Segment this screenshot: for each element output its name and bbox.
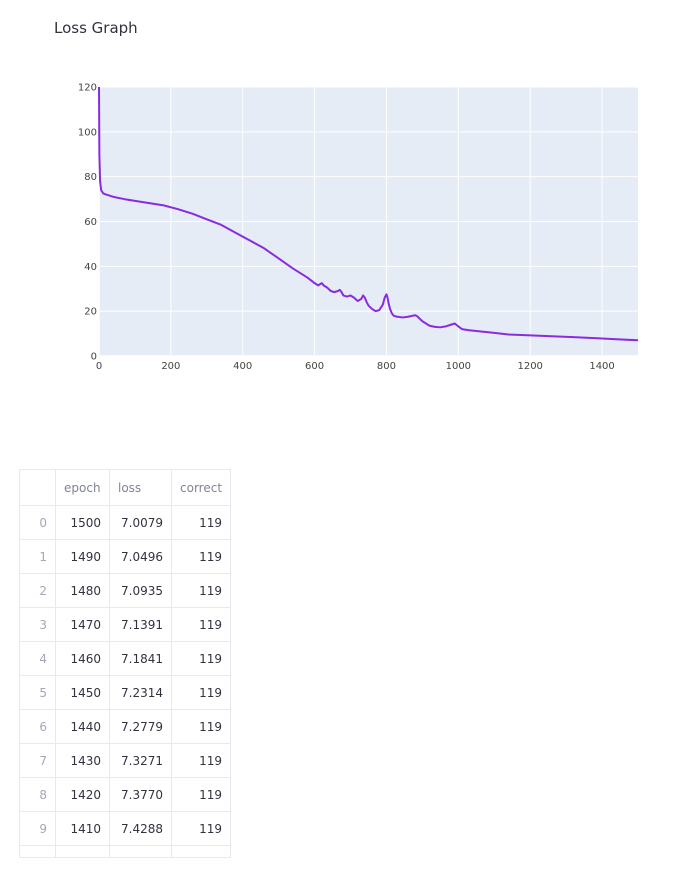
table-row[interactable]: 9 1410 7.4288 119 [19, 811, 232, 846]
cell-correct[interactable]: 119 [170, 505, 232, 540]
x-tick-label: 800 [377, 361, 396, 372]
x-tick-label: 600 [305, 361, 324, 372]
loss-table[interactable]: epoch loss correct 0 1500 7.0079 119 1 1… [19, 469, 232, 858]
cell-correct[interactable]: 119 [170, 777, 232, 812]
cell-loss[interactable]: 7.2314 [109, 675, 172, 710]
loss-chart[interactable]: 0 200 400 600 800 1000 1200 1400 0 20 40 60 80 100 120 [0, 0, 673, 400]
row-index: 0 [19, 505, 56, 540]
x-tick-label: 200 [161, 361, 180, 372]
column-header-correct[interactable]: correct [170, 469, 232, 506]
cell-loss[interactable]: 7.2779 [109, 709, 172, 744]
row-index: 9 [19, 811, 56, 846]
cell-epoch[interactable]: 1480 [55, 573, 110, 608]
y-tick-label: 80 [84, 172, 97, 183]
table-row[interactable]: 5 1450 7.2314 119 [19, 675, 232, 710]
cell-epoch[interactable]: 1470 [55, 607, 110, 642]
x-tick-label: 0 [96, 361, 102, 372]
cell-epoch[interactable]: 1430 [55, 743, 110, 778]
row-index: 8 [19, 777, 56, 812]
loss-line [98, 86, 639, 342]
cell-loss[interactable]: 7.0496 [109, 539, 172, 574]
row-index: 4 [19, 641, 56, 676]
cell-correct[interactable]: 119 [170, 709, 232, 744]
cell-epoch[interactable]: 1500 [55, 505, 110, 540]
cell-loss[interactable]: 7.0079 [109, 505, 172, 540]
page-title: Loss Graph [54, 19, 138, 37]
table-row[interactable]: 2 1480 7.0935 119 [19, 573, 232, 608]
row-stub-cell [19, 845, 56, 858]
row-index: 6 [19, 709, 56, 744]
table-header-row: epoch loss correct [19, 469, 232, 506]
cell-loss[interactable]: 7.1391 [109, 607, 172, 642]
cell-loss[interactable]: 7.0935 [109, 573, 172, 608]
column-header-index[interactable] [19, 469, 56, 506]
table-row[interactable]: 8 1420 7.3770 119 [19, 777, 232, 812]
cell-loss[interactable]: 7.1841 [109, 641, 172, 676]
cell-loss[interactable]: 7.3271 [109, 743, 172, 778]
cell-correct[interactable]: 119 [170, 675, 232, 710]
cell-correct[interactable]: 119 [170, 539, 232, 574]
x-tick-label: 1200 [517, 361, 542, 372]
table-row[interactable]: 3 1470 7.1391 119 [19, 607, 232, 642]
row-index: 1 [19, 539, 56, 574]
y-tick-label: 0 [91, 352, 97, 363]
cell-correct[interactable]: 119 [170, 811, 232, 846]
row-stub-cell [170, 845, 232, 858]
table-row[interactable]: 6 1440 7.2779 119 [19, 709, 232, 744]
table-row[interactable]: 0 1500 7.0079 119 [19, 505, 232, 540]
column-header-epoch[interactable]: epoch [55, 469, 110, 506]
cell-epoch[interactable]: 1450 [55, 675, 110, 710]
cell-epoch[interactable]: 1490 [55, 539, 110, 574]
y-tick-label: 40 [84, 262, 97, 273]
row-stub-cell [55, 845, 110, 858]
cell-correct[interactable]: 119 [170, 573, 232, 608]
x-tick-label: 400 [233, 361, 252, 372]
cell-epoch[interactable]: 1440 [55, 709, 110, 744]
table-row[interactable]: 1 1490 7.0496 119 [19, 539, 232, 574]
y-tick-label: 20 [84, 307, 97, 318]
x-tick-label: 1400 [589, 361, 614, 372]
cell-loss[interactable]: 7.3770 [109, 777, 172, 812]
row-index: 3 [19, 607, 56, 642]
cell-correct[interactable]: 119 [170, 641, 232, 676]
cell-epoch[interactable]: 1410 [55, 811, 110, 846]
cell-correct[interactable]: 119 [170, 743, 232, 778]
row-index: 7 [19, 743, 56, 778]
y-tick-label: 60 [84, 217, 97, 228]
row-index: 5 [19, 675, 56, 710]
x-tick-label: 1000 [446, 361, 471, 372]
y-tick-label: 100 [78, 127, 97, 138]
table-row[interactable]: 7 1430 7.3271 119 [19, 743, 232, 778]
table-row-partial [19, 845, 232, 858]
table-row[interactable]: 4 1460 7.1841 119 [19, 641, 232, 676]
row-index: 2 [19, 573, 56, 608]
y-tick-label: 120 [78, 83, 97, 94]
loss-chart-svg[interactable]: 0 200 400 600 800 1000 1200 1400 0 20 40 60 80 100 120 [0, 0, 673, 400]
cell-epoch[interactable]: 1460 [55, 641, 110, 676]
cell-epoch[interactable]: 1420 [55, 777, 110, 812]
cell-loss[interactable]: 7.4288 [109, 811, 172, 846]
column-header-loss[interactable]: loss [109, 469, 172, 506]
row-stub-cell [109, 845, 172, 858]
cell-correct[interactable]: 119 [170, 607, 232, 642]
